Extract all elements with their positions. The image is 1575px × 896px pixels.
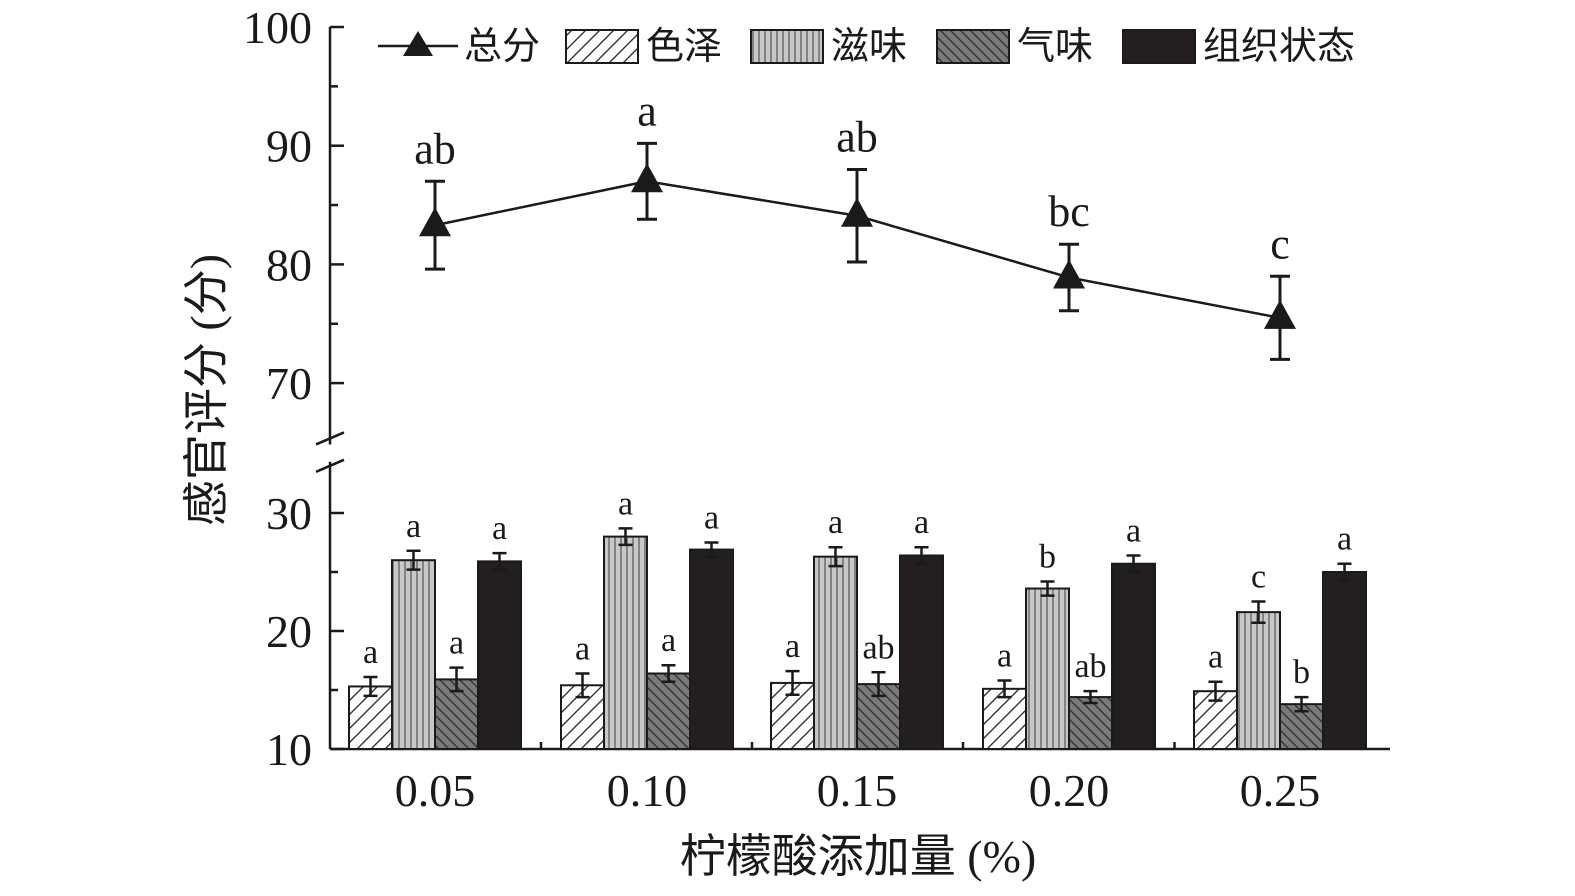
error-bar bbox=[406, 549, 421, 571]
y-tick-label: 20 bbox=[266, 606, 312, 657]
legend-swatch bbox=[1122, 29, 1196, 64]
error-bar bbox=[661, 663, 676, 683]
significance-label: a bbox=[575, 630, 590, 667]
y-tick-label: 70 bbox=[266, 358, 312, 409]
bar-气味 bbox=[1068, 696, 1113, 751]
significance-label: a bbox=[1126, 512, 1141, 549]
legend: 总分 色泽 滋味 气味 组织状态 bbox=[378, 26, 1355, 68]
y-tick-label: 80 bbox=[266, 239, 312, 290]
error-bar bbox=[1126, 554, 1141, 574]
legend-label: 组织状态 bbox=[1203, 26, 1355, 68]
error-bar bbox=[618, 527, 633, 547]
triangle-marker bbox=[841, 197, 873, 227]
x-axis-label: 柠檬酸添加量 (%) bbox=[680, 831, 1036, 882]
significance-label: a bbox=[1208, 639, 1223, 676]
x-tick-label: 0.05 bbox=[395, 765, 476, 816]
error-bar bbox=[1251, 600, 1266, 624]
bar-色泽 bbox=[560, 684, 605, 751]
error-bar bbox=[785, 669, 800, 696]
legend-swatch bbox=[936, 29, 1010, 64]
error-bar bbox=[1337, 562, 1352, 582]
legend-triangle-icon bbox=[403, 31, 433, 56]
significance-label: a bbox=[914, 504, 929, 541]
bar-组织状态 bbox=[899, 554, 944, 750]
significance-label: a bbox=[1337, 521, 1352, 558]
x-tick-label: 0.15 bbox=[817, 765, 898, 816]
significance-label: a bbox=[704, 500, 719, 537]
bar-滋味 bbox=[391, 559, 436, 751]
x-tick-label: 0.10 bbox=[607, 765, 688, 816]
error-bar bbox=[914, 545, 929, 565]
significance-label: a bbox=[785, 628, 800, 665]
significance-label: c bbox=[1251, 559, 1266, 596]
bar-滋味 bbox=[1236, 611, 1281, 750]
x-tick-label: 0.25 bbox=[1240, 765, 1321, 816]
y-tick-label: 90 bbox=[266, 121, 312, 172]
triangle-marker bbox=[419, 207, 451, 237]
error-bar bbox=[492, 551, 507, 571]
error-bar bbox=[997, 679, 1012, 699]
y-axis-label: 感官评分 (分) bbox=[181, 254, 232, 526]
legend-label: 色泽 bbox=[646, 26, 722, 68]
significance-label: a bbox=[449, 625, 464, 662]
triangle-marker bbox=[1053, 259, 1085, 289]
significance-label: ab bbox=[836, 112, 878, 161]
significance-label: a bbox=[618, 485, 633, 522]
error-bar bbox=[449, 666, 464, 693]
error-bar bbox=[704, 541, 719, 558]
significance-label: a bbox=[828, 504, 843, 541]
significance-label: b bbox=[1039, 538, 1056, 575]
bar-组织状态 bbox=[477, 560, 522, 750]
error-bar bbox=[871, 671, 886, 698]
significance-label: ab bbox=[1074, 648, 1106, 685]
error-bar bbox=[828, 545, 843, 568]
error-bar bbox=[1294, 695, 1309, 713]
y-tick-label: 100 bbox=[243, 2, 312, 53]
triangle-marker bbox=[1264, 299, 1296, 329]
legend-label: 滋味 bbox=[831, 26, 907, 68]
bar-组织状态 bbox=[1111, 562, 1156, 750]
significance-label: b bbox=[1293, 654, 1310, 691]
significance-label: c bbox=[1270, 219, 1290, 268]
bar-滋味 bbox=[603, 535, 648, 750]
total-score-line: ab a ab bc c bbox=[414, 86, 1296, 361]
axis-break-mark bbox=[315, 458, 345, 473]
bar-滋味 bbox=[1025, 587, 1070, 751]
significance-label: ab bbox=[414, 124, 456, 173]
significance-label: a bbox=[637, 86, 657, 135]
significance-label: bc bbox=[1048, 187, 1090, 236]
significance-label: a bbox=[492, 510, 507, 547]
significance-label: a bbox=[406, 508, 421, 545]
y-tick-label: 30 bbox=[266, 488, 312, 539]
error-bar bbox=[575, 672, 590, 699]
bar-组织状态 bbox=[1322, 571, 1367, 750]
legend-swatch bbox=[750, 29, 824, 64]
error-bar bbox=[1083, 689, 1098, 705]
error-bar bbox=[1040, 580, 1055, 597]
significance-label: a bbox=[363, 634, 378, 671]
bar-气味 bbox=[646, 672, 691, 750]
triangle-marker bbox=[631, 163, 663, 193]
error-bar bbox=[363, 675, 378, 698]
legend-label: 气味 bbox=[1017, 26, 1093, 68]
y-tick-label: 10 bbox=[266, 724, 312, 775]
bar-滋味 bbox=[813, 555, 858, 750]
error-bar bbox=[1208, 680, 1223, 702]
axis-break-mark bbox=[315, 431, 345, 446]
significance-label: a bbox=[997, 638, 1012, 675]
significance-label: a bbox=[661, 622, 676, 659]
significance-label: ab bbox=[862, 629, 894, 666]
legend-label: 总分 bbox=[464, 26, 540, 68]
x-tick-label: 0.20 bbox=[1029, 765, 1110, 816]
bar-组织状态 bbox=[689, 548, 734, 751]
legend-swatch bbox=[565, 29, 639, 64]
